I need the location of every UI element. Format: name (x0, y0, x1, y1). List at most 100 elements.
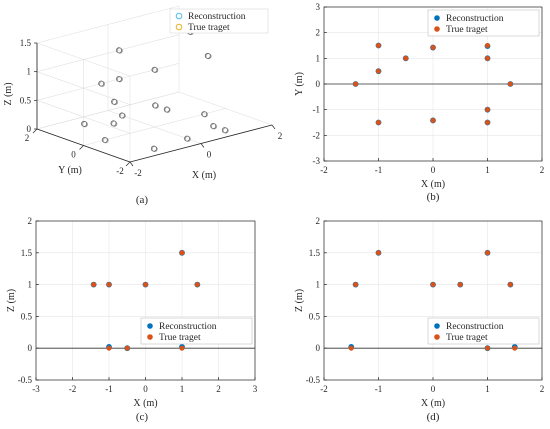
x-tick-label: 1 (180, 384, 185, 394)
true-target-point (512, 345, 518, 351)
y-axis-label: Y (m) (58, 165, 82, 176)
y-tick-label: 2 (28, 216, 33, 226)
true-target-point (179, 250, 185, 256)
floor-grid-y (83, 108, 226, 146)
true-target-point (353, 81, 359, 87)
x-tick-label: 1 (485, 165, 490, 175)
z-tick-label: 0.5 (20, 95, 32, 105)
x-tick (271, 124, 276, 130)
x-tick-label: -2 (134, 168, 142, 178)
true-target-point (376, 250, 381, 256)
legend-label: Reconstruction (159, 322, 217, 332)
legend-marker-true-target (434, 26, 440, 32)
y-tick-label: -3 (313, 156, 321, 166)
legend-label: True traget (446, 25, 488, 35)
y-tick-label: 3 (316, 2, 321, 12)
true-target-point (485, 43, 490, 48)
true-target-point (430, 117, 436, 123)
y-tick-label: 0 (71, 150, 76, 160)
true-target-point (507, 81, 513, 87)
panel-label: (d) (427, 411, 440, 423)
y-tick-label: -1 (313, 105, 321, 115)
true-target-point (211, 123, 217, 130)
x-axis-label: X (m) (421, 398, 445, 409)
x-axis-label: X (m) (192, 170, 216, 181)
wall-grid-z (36, 5, 180, 44)
legend-marker-true-target (175, 23, 183, 31)
x-tick-label: 0 (143, 384, 148, 394)
true-target-point (99, 80, 106, 87)
x-tick-label: -1 (105, 384, 113, 394)
y-tick-label: -0.5 (18, 375, 33, 385)
legend-box (427, 317, 540, 345)
legend-box (140, 317, 253, 345)
true-target-point (376, 43, 381, 48)
true-target-point (353, 282, 359, 288)
x-axis-label: X (m) (421, 179, 445, 190)
true-target-point (143, 282, 148, 288)
y-tick-label: 0 (316, 79, 321, 89)
floor-grid-x (178, 91, 273, 126)
true-target-point (457, 282, 463, 288)
y-tick (125, 161, 131, 167)
x-tick-label: 2 (540, 384, 545, 394)
legend-label: Reconstruction (446, 14, 504, 24)
true-target-point (507, 282, 513, 288)
x-tick-label: -2 (320, 384, 328, 394)
x-tick-label: -3 (32, 384, 40, 394)
y-axis-label: Z (m) (294, 289, 305, 312)
y-tick-label: 0.5 (309, 311, 321, 321)
true-target-point (111, 99, 118, 106)
y-tick-label: 1 (316, 280, 321, 290)
true-target-point (430, 282, 436, 288)
true-target-point (205, 53, 212, 60)
legend-label: Reconstruction (188, 12, 246, 22)
legend-marker-reconstruction (175, 12, 183, 20)
true-target-point (119, 112, 126, 119)
z-axis-label: Z (m) (3, 82, 14, 105)
true-target-point (116, 76, 123, 83)
legend-box (169, 8, 269, 34)
y-tick-label: 1 (316, 53, 321, 63)
legend-label: True traget (446, 333, 488, 343)
true-target-point (106, 282, 112, 288)
y-tick-label: 0.5 (21, 311, 33, 321)
true-target-point (179, 345, 185, 351)
z-tick-label: 0 (27, 124, 32, 134)
y-tick-label: -2 (313, 130, 321, 140)
true-target-point (184, 135, 191, 142)
legend-label: Reconstruction (446, 322, 504, 332)
true-target-point (348, 345, 354, 351)
true-target-point (151, 146, 158, 152)
y-tick-label: 1.5 (309, 248, 321, 258)
legend-marker-reconstruction (434, 15, 440, 21)
true-target-point (124, 345, 130, 351)
panel-c-xz-scatter: -3 -2 -1 0 1 2 3 -0.5 0 0.5 1 1.5 2 X (m) Z (m) Reconst… (6, 216, 258, 423)
true-target-point (430, 45, 436, 51)
true-target-point (81, 121, 88, 128)
x-tick (129, 161, 134, 167)
x-tick-label: 3 (253, 384, 258, 394)
true-target-point (194, 282, 200, 288)
x-tick-label: 2 (540, 165, 545, 175)
legend-marker-true-target (434, 334, 440, 340)
true-target-point (222, 127, 229, 134)
true-target-point (91, 282, 97, 288)
y-tick-label: 1.5 (21, 248, 33, 258)
true-target-point (485, 107, 490, 113)
z-tick-label: 1.5 (20, 38, 32, 48)
true-target-point (152, 67, 159, 74)
x-tick-label: 2 (216, 384, 221, 394)
wall-grid-z (36, 34, 180, 72)
true-target-point (106, 345, 112, 351)
y-tick-label: 2 (316, 28, 321, 38)
x-tick-label: 0 (431, 384, 436, 394)
true-target-point (403, 55, 409, 61)
true-target-point (485, 250, 490, 256)
wall-grid-z (36, 100, 131, 134)
true-target-point (164, 106, 171, 113)
legend-label: True traget (159, 333, 201, 343)
x-tick-label: 0 (207, 150, 212, 160)
